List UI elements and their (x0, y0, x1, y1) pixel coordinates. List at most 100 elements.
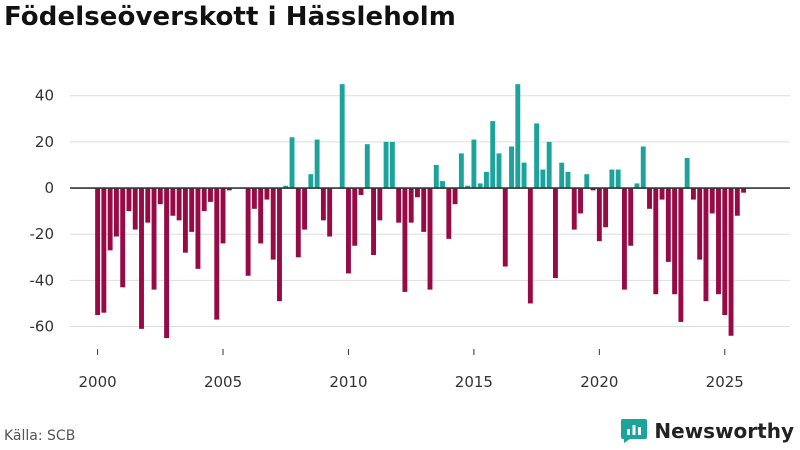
bar (484, 171, 489, 189)
bar (283, 185, 289, 189)
bar (452, 188, 458, 205)
bar (264, 188, 270, 200)
bar (584, 174, 590, 189)
bar (527, 188, 533, 304)
bar (546, 141, 552, 189)
bar (640, 146, 646, 189)
bar (95, 188, 101, 315)
bar (634, 183, 640, 189)
bar (289, 137, 295, 189)
y-tick-label: -20 (30, 225, 55, 243)
bar (615, 169, 621, 189)
bar (440, 181, 445, 189)
x-tick-label: 2005 (204, 373, 242, 391)
bar (446, 188, 452, 239)
bar (703, 188, 709, 302)
bar (521, 162, 527, 189)
bar (734, 188, 740, 216)
bar (201, 188, 207, 212)
bar (465, 185, 471, 189)
bar (170, 188, 176, 216)
bar-layer (95, 84, 747, 339)
bar (534, 123, 540, 189)
bar (139, 188, 144, 329)
bar (621, 188, 627, 290)
bar (277, 188, 282, 302)
bar (647, 188, 652, 209)
bar (251, 188, 257, 209)
bar (358, 188, 364, 195)
y-tick-label: 40 (35, 87, 54, 105)
bar (458, 153, 464, 189)
bar (653, 188, 659, 295)
bar (314, 139, 320, 189)
bar (741, 188, 747, 193)
bar (665, 188, 671, 262)
bar (672, 188, 678, 295)
bar (101, 188, 107, 313)
brand-logo: Newsworthy (620, 418, 794, 444)
bar (502, 188, 508, 267)
bar (559, 162, 565, 189)
bar (145, 188, 151, 223)
bar (722, 188, 728, 315)
bar (590, 188, 596, 191)
axis-layer: -60 -40 -20 0 20 40 2000 2005 2010 2015 2020 2025 (30, 87, 790, 391)
bar (302, 188, 308, 230)
bar (540, 169, 546, 189)
x-tick-label: 2015 (455, 373, 493, 391)
y-tick-label: 0 (44, 179, 54, 197)
bar (427, 188, 433, 290)
bar (258, 188, 264, 244)
bar (609, 169, 615, 189)
bar (509, 146, 514, 189)
bar (164, 188, 170, 339)
bar (421, 188, 427, 232)
bar (490, 121, 496, 189)
bar (208, 188, 213, 202)
bar (496, 153, 502, 189)
bar (471, 139, 477, 189)
bar (402, 188, 408, 292)
bar (728, 188, 734, 336)
newsworthy-logo-icon (621, 419, 648, 443)
bar (308, 174, 314, 189)
bar (113, 188, 119, 237)
x-tick-label: 2020 (580, 373, 618, 391)
bar (189, 188, 195, 232)
x-tick-label: 2010 (329, 373, 367, 391)
bar (126, 188, 132, 212)
bar (571, 188, 577, 230)
source-note: Källa: SCB (4, 428, 76, 444)
bar (157, 188, 163, 205)
bar (220, 188, 226, 244)
y-tick-label: 20 (35, 133, 54, 151)
x-tick-label: 2000 (79, 373, 117, 391)
bar (214, 188, 220, 320)
x-tick-label: 2025 (706, 373, 744, 391)
bar (120, 188, 126, 288)
bar (195, 188, 201, 269)
y-tick-label: -40 (30, 271, 55, 289)
chart-title: Födelseöverskott i Hässleholm (4, 2, 456, 32)
bar (415, 188, 420, 198)
bar (132, 188, 138, 230)
bar (628, 188, 634, 246)
bar (709, 188, 715, 214)
bar (107, 188, 113, 251)
bar (339, 84, 345, 189)
bar (151, 188, 157, 290)
bar (371, 188, 376, 255)
bar (270, 188, 276, 260)
bar (226, 188, 232, 191)
bar (245, 188, 251, 276)
bar (565, 171, 571, 189)
bar (684, 158, 690, 189)
bar (327, 188, 333, 237)
bar (295, 188, 301, 258)
bar (697, 188, 703, 260)
bar (396, 188, 402, 223)
bar (690, 188, 696, 200)
bar (383, 141, 389, 189)
